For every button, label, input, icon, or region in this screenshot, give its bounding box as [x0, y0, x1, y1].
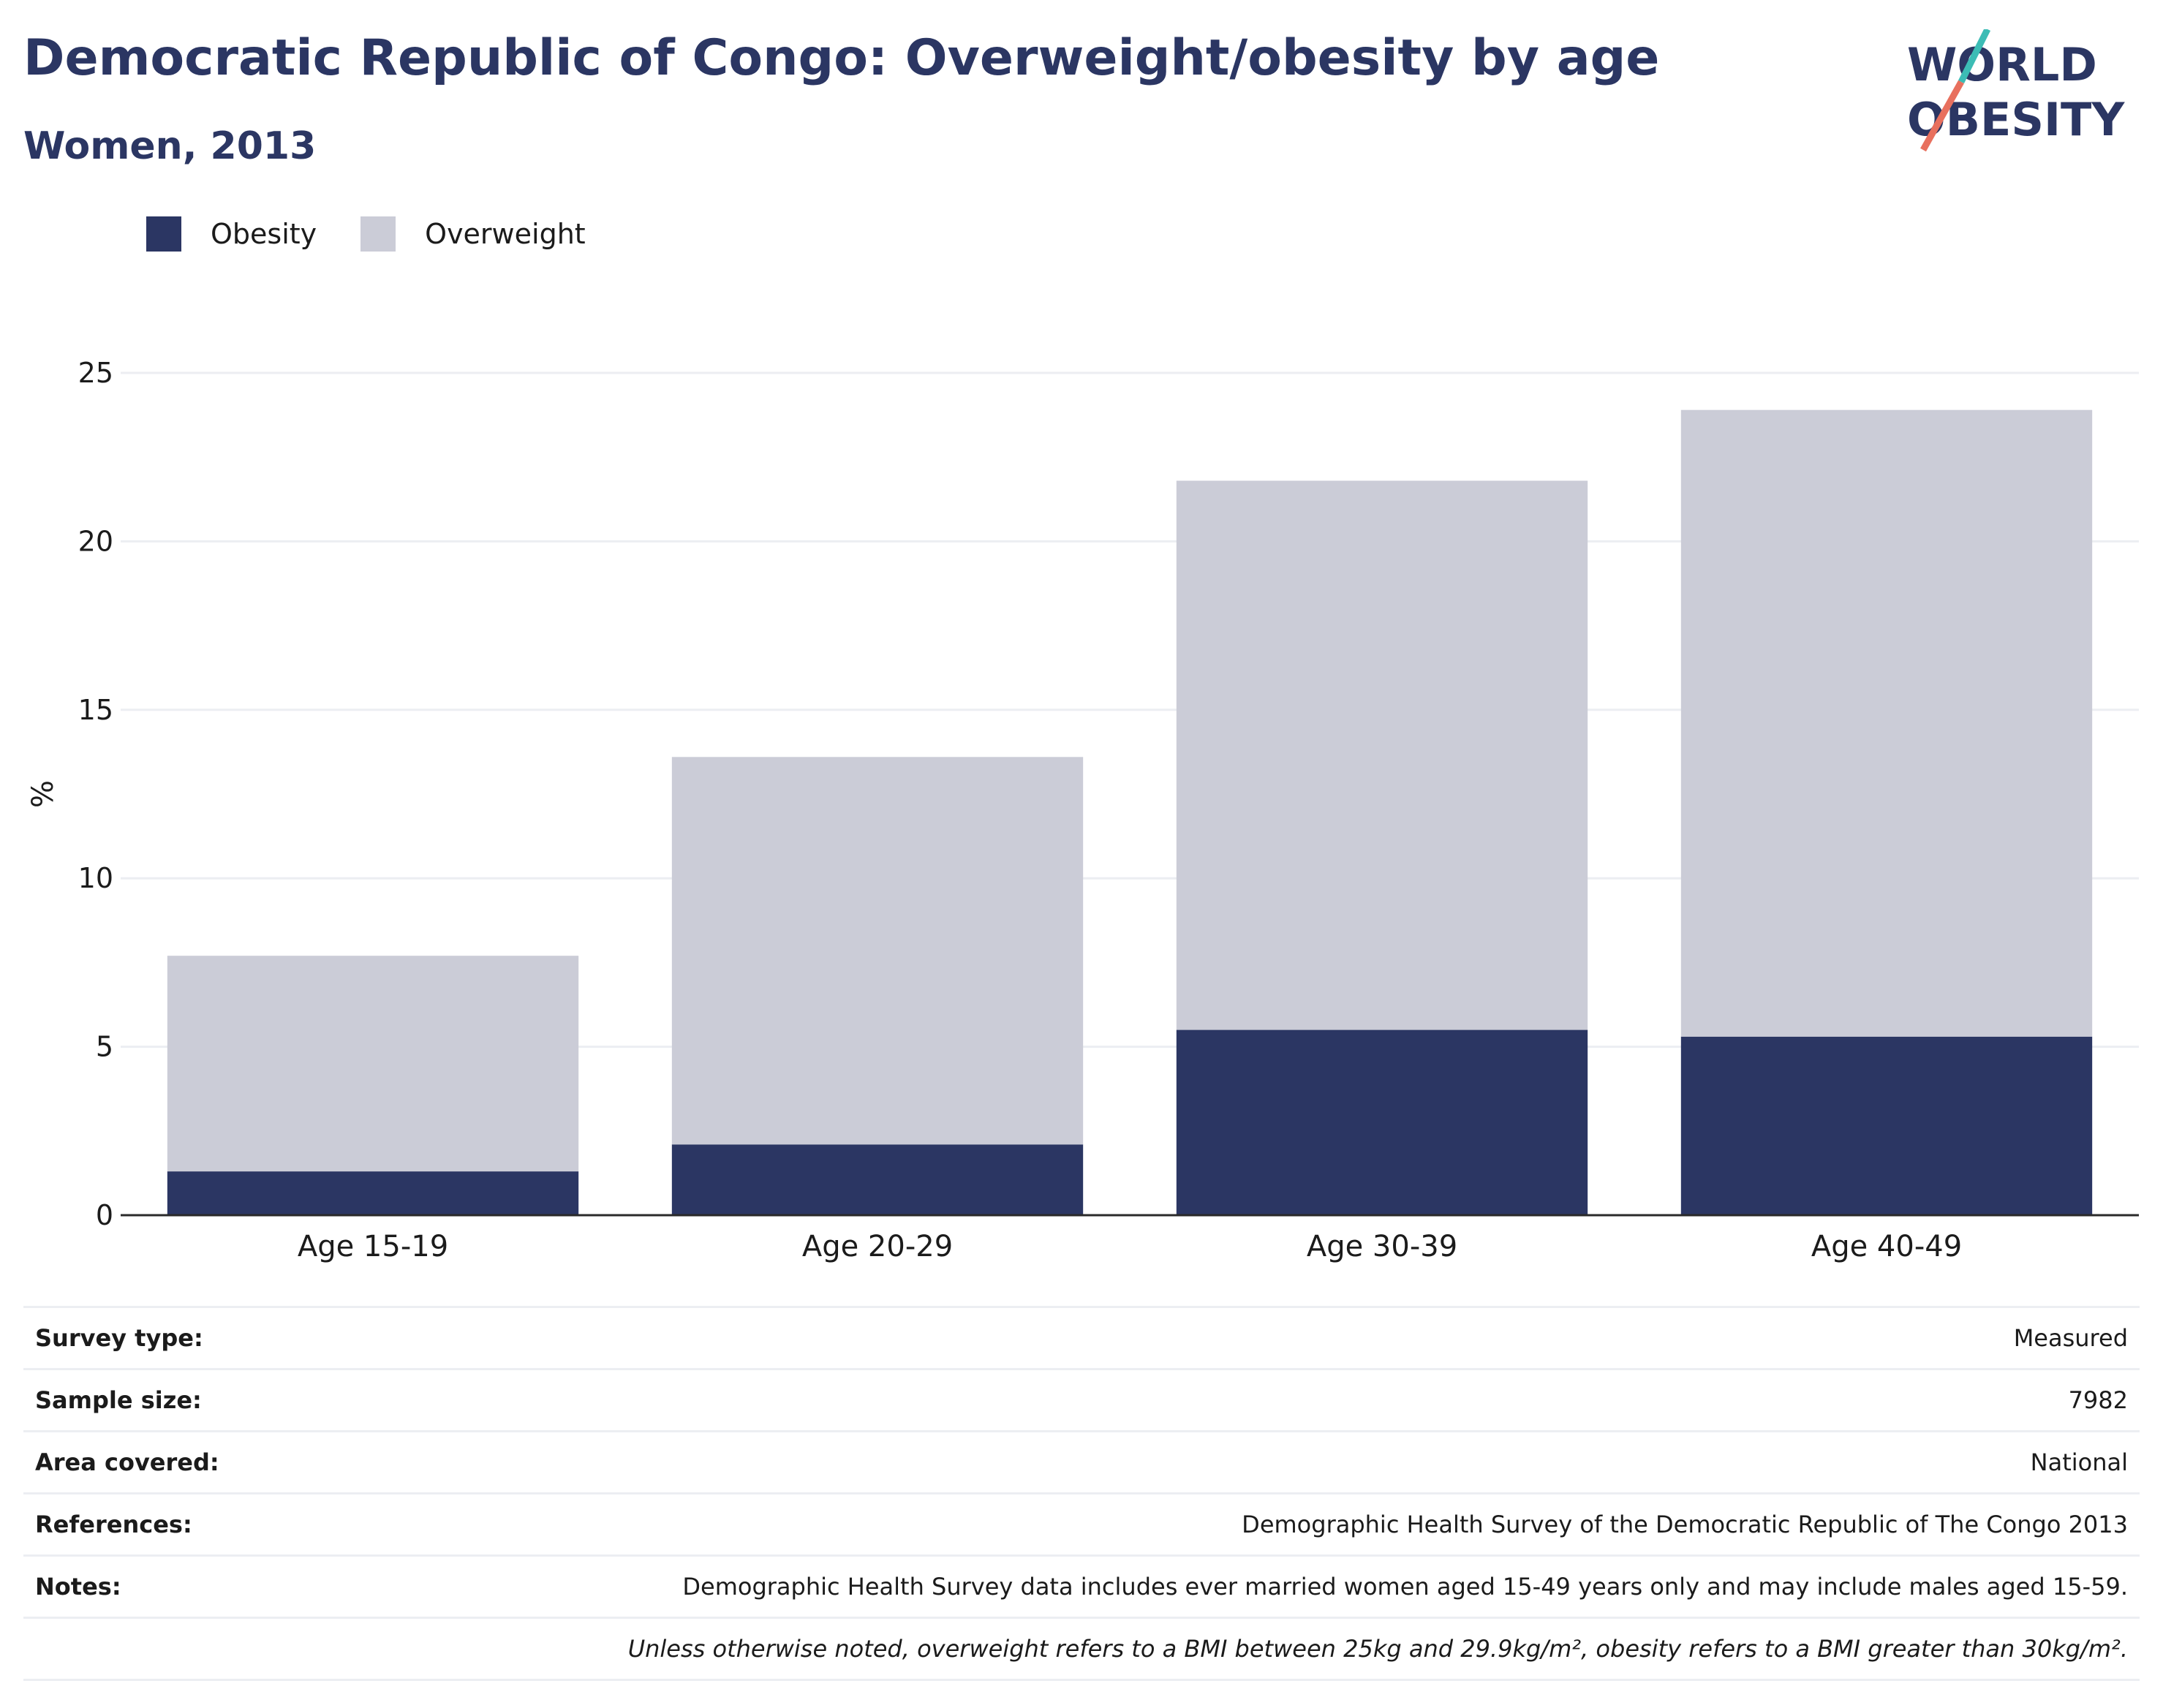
legend-label-obesity: Obesity — [211, 218, 317, 250]
legend-item-overweight[interactable]: Overweight — [360, 216, 586, 252]
bar-obesity-4 — [1680, 1036, 2093, 1215]
info-value: National — [2030, 1448, 2128, 1476]
info-row-area-covered: Area covered: National — [23, 1430, 2140, 1492]
bar-chart: 0 5 10 15 20 25% Age 15-19 Age 20-29 Age 30-39 Ag… — [26, 357, 2139, 1263]
info-value: Measured — [2013, 1324, 2128, 1352]
info-value: 7982 — [2068, 1386, 2128, 1414]
info-label: Sample size: — [35, 1386, 202, 1414]
bar-overweight-1 — [167, 956, 579, 1172]
info-row-references: References: Demographic Health Survey of… — [23, 1492, 2140, 1554]
legend-swatch-overweight — [360, 216, 396, 252]
info-row-sample-size: Sample size: 7982 — [23, 1368, 2140, 1430]
info-label: Survey type: — [35, 1324, 203, 1352]
info-value: Demographic Health Survey data includes … — [682, 1573, 2128, 1601]
info-value: Demographic Health Survey of the Democra… — [1242, 1511, 2128, 1538]
page-title: Democratic Republic of Congo: Overweight… — [23, 29, 1660, 87]
info-row-notes: Notes: Demographic Health Survey data in… — [23, 1554, 2140, 1617]
bar-overweight-4 — [1680, 409, 2093, 1037]
bar-overweight-3 — [1176, 480, 1588, 1030]
x-tick-label: Age 40-49 — [1811, 1230, 1962, 1263]
bar-overweight-2 — [671, 757, 1084, 1145]
bar-obesity-3 — [1176, 1029, 1588, 1215]
y-tick-label: 20 — [78, 525, 113, 557]
info-label: References: — [35, 1511, 192, 1538]
world-obesity-logo: WORLD OBESITY — [1907, 29, 2125, 152]
page-subtitle: Women, 2013 — [23, 124, 317, 168]
info-row-footnote: Unless otherwise noted, overweight refer… — [23, 1617, 2140, 1681]
legend-label-overweight: Overweight — [425, 218, 586, 250]
y-tick-label: 0 — [96, 1199, 113, 1231]
x-tick-label: Age 20-29 — [802, 1230, 953, 1263]
legend-swatch-obesity — [146, 216, 181, 252]
legend-item-obesity[interactable]: Obesity — [146, 216, 317, 252]
info-label: Area covered: — [35, 1448, 219, 1476]
y-axis-label: % — [26, 780, 60, 808]
y-tick-label: 10 — [78, 862, 113, 894]
info-table: Survey type: Measured Sample size: 7982 … — [23, 1306, 2140, 1681]
x-tick-label: Age 15-19 — [298, 1230, 448, 1263]
footnote: Unless otherwise noted, overweight refer… — [627, 1635, 2128, 1663]
bar-obesity-2 — [671, 1144, 1084, 1215]
legend: Obesity Overweight — [146, 216, 630, 252]
info-row-survey-type: Survey type: Measured — [23, 1306, 2140, 1368]
bar-obesity-1 — [167, 1171, 579, 1215]
y-tick-label: 15 — [78, 694, 113, 726]
svg-text:WORLD: WORLD — [1907, 38, 2097, 91]
info-label: Notes: — [35, 1573, 121, 1601]
y-tick-label: 25 — [78, 357, 113, 389]
x-tick-label: Age 30-39 — [1307, 1230, 1457, 1263]
y-tick-label: 5 — [96, 1031, 113, 1063]
